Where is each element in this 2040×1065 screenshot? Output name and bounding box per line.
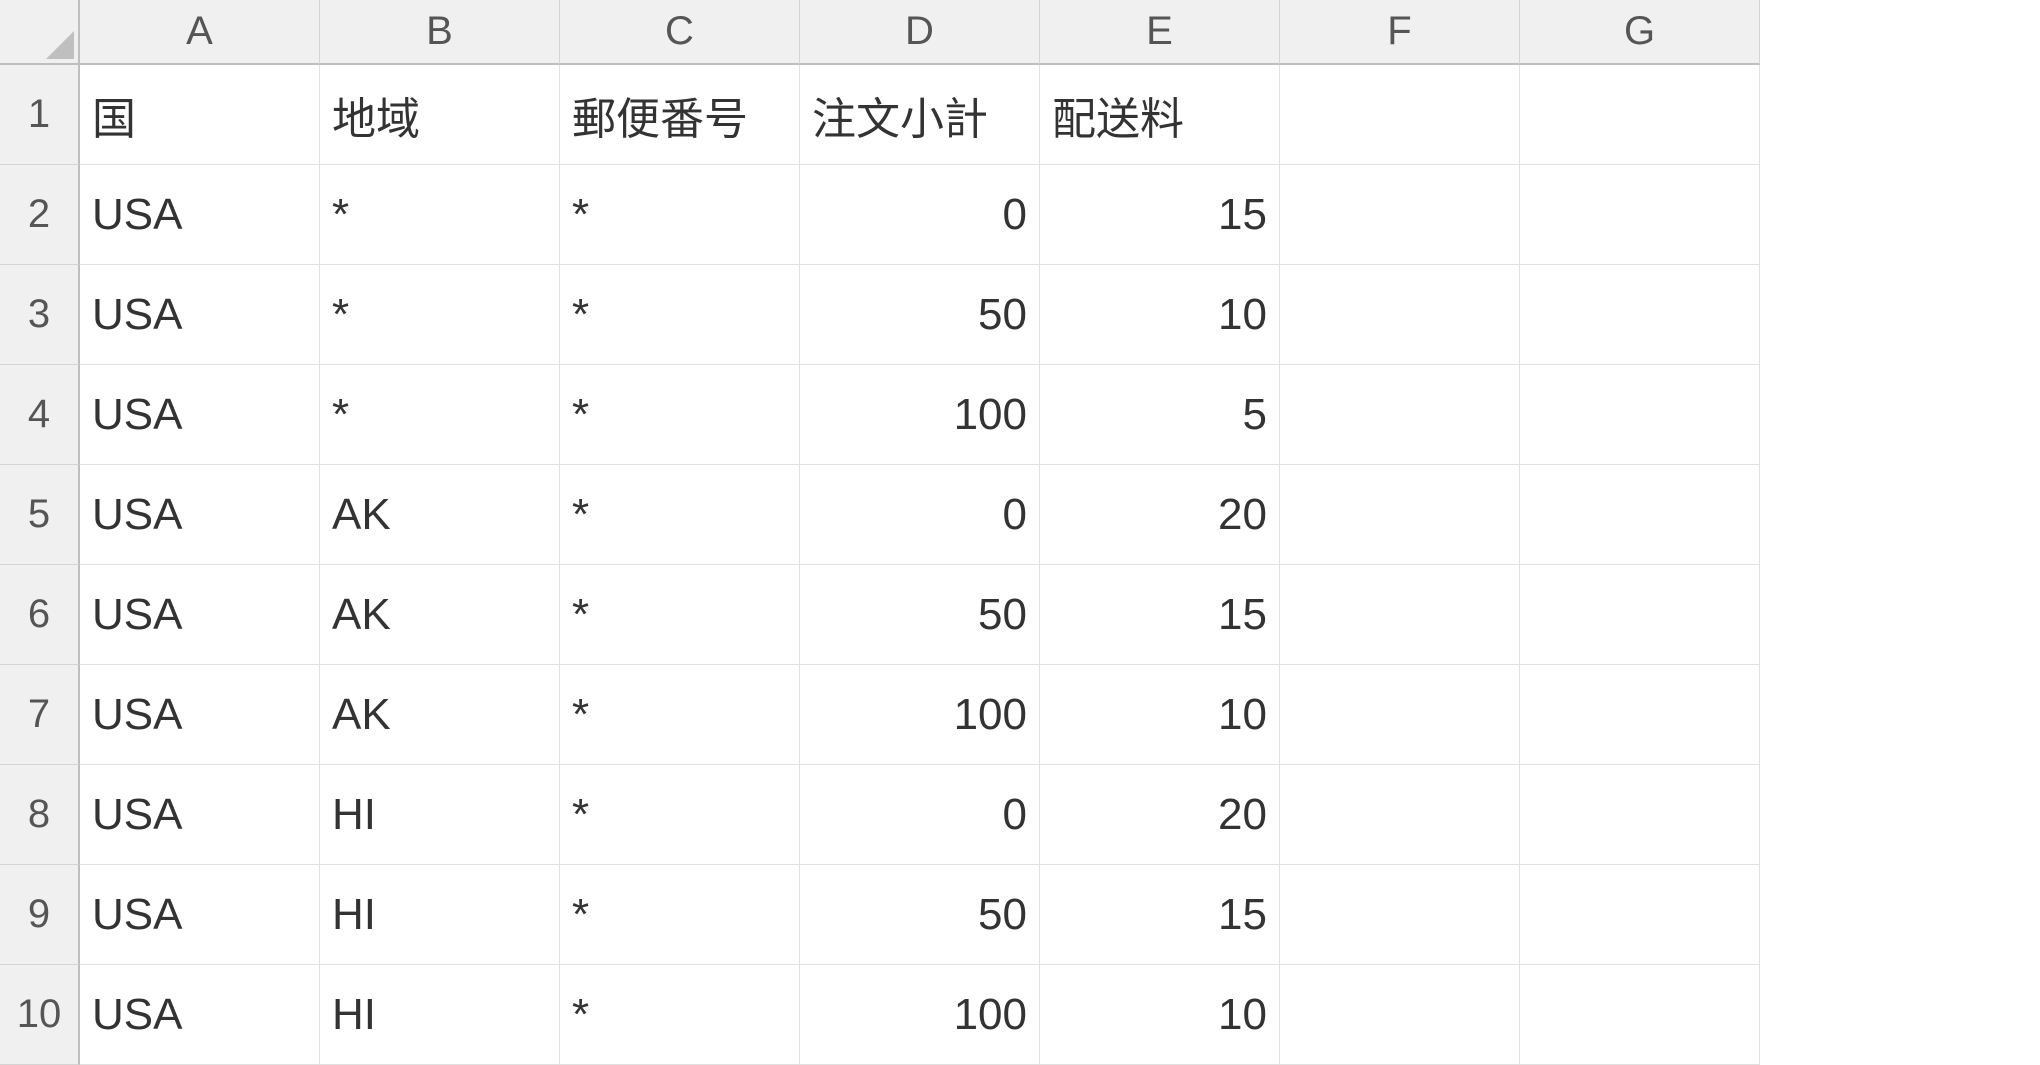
- cell-E9[interactable]: 15: [1040, 865, 1280, 965]
- cell-G8[interactable]: [1520, 765, 1760, 865]
- cell-F8[interactable]: [1280, 765, 1520, 865]
- cell-D10[interactable]: 100: [800, 965, 1040, 1065]
- cell-F5[interactable]: [1280, 465, 1520, 565]
- cell-C6[interactable]: *: [560, 565, 800, 665]
- cell-A6[interactable]: USA: [80, 565, 320, 665]
- cell-G5[interactable]: [1520, 465, 1760, 565]
- cell-G4[interactable]: [1520, 365, 1760, 465]
- cell-D1[interactable]: 注文小計: [800, 65, 1040, 165]
- cell-A10[interactable]: USA: [80, 965, 320, 1065]
- cell-G2[interactable]: [1520, 165, 1760, 265]
- column-header-E[interactable]: E: [1040, 0, 1280, 65]
- cell-A9[interactable]: USA: [80, 865, 320, 965]
- cell-A1[interactable]: 国: [80, 65, 320, 165]
- cell-B6[interactable]: AK: [320, 565, 560, 665]
- cell-B3[interactable]: *: [320, 265, 560, 365]
- cell-C1[interactable]: 郵便番号: [560, 65, 800, 165]
- cell-B8[interactable]: HI: [320, 765, 560, 865]
- cell-E7[interactable]: 10: [1040, 665, 1280, 765]
- row-header-3[interactable]: 3: [0, 265, 80, 365]
- cell-C2[interactable]: *: [560, 165, 800, 265]
- cell-G9[interactable]: [1520, 865, 1760, 965]
- cell-F7[interactable]: [1280, 665, 1520, 765]
- cell-F1[interactable]: [1280, 65, 1520, 165]
- cell-D3[interactable]: 50: [800, 265, 1040, 365]
- cell-B4[interactable]: *: [320, 365, 560, 465]
- cell-D7[interactable]: 100: [800, 665, 1040, 765]
- row-header-2[interactable]: 2: [0, 165, 80, 265]
- cell-F2[interactable]: [1280, 165, 1520, 265]
- cell-E2[interactable]: 15: [1040, 165, 1280, 265]
- column-header-C[interactable]: C: [560, 0, 800, 65]
- row-header-9[interactable]: 9: [0, 865, 80, 965]
- column-header-F[interactable]: F: [1280, 0, 1520, 65]
- cell-A7[interactable]: USA: [80, 665, 320, 765]
- cell-E1[interactable]: 配送料: [1040, 65, 1280, 165]
- row-header-10[interactable]: 10: [0, 965, 80, 1065]
- cell-D8[interactable]: 0: [800, 765, 1040, 865]
- cell-D2[interactable]: 0: [800, 165, 1040, 265]
- row-header-6[interactable]: 6: [0, 565, 80, 665]
- cell-A2[interactable]: USA: [80, 165, 320, 265]
- row-header-4[interactable]: 4: [0, 365, 80, 465]
- cell-F6[interactable]: [1280, 565, 1520, 665]
- cell-C10[interactable]: *: [560, 965, 800, 1065]
- column-header-G[interactable]: G: [1520, 0, 1760, 65]
- select-all-triangle-icon: [46, 31, 74, 59]
- cell-A4[interactable]: USA: [80, 365, 320, 465]
- cell-E6[interactable]: 15: [1040, 565, 1280, 665]
- cell-D5[interactable]: 0: [800, 465, 1040, 565]
- cell-E10[interactable]: 10: [1040, 965, 1280, 1065]
- cell-B9[interactable]: HI: [320, 865, 560, 965]
- select-all-corner[interactable]: [0, 0, 80, 65]
- column-header-D[interactable]: D: [800, 0, 1040, 65]
- cell-F10[interactable]: [1280, 965, 1520, 1065]
- row-header-7[interactable]: 7: [0, 665, 80, 765]
- cell-E8[interactable]: 20: [1040, 765, 1280, 865]
- cell-E5[interactable]: 20: [1040, 465, 1280, 565]
- cell-A3[interactable]: USA: [80, 265, 320, 365]
- cell-F9[interactable]: [1280, 865, 1520, 965]
- column-header-A[interactable]: A: [80, 0, 320, 65]
- cell-F3[interactable]: [1280, 265, 1520, 365]
- cell-D4[interactable]: 100: [800, 365, 1040, 465]
- cell-A5[interactable]: USA: [80, 465, 320, 565]
- cell-E3[interactable]: 10: [1040, 265, 1280, 365]
- cell-G1[interactable]: [1520, 65, 1760, 165]
- cell-B10[interactable]: HI: [320, 965, 560, 1065]
- cell-B1[interactable]: 地域: [320, 65, 560, 165]
- cell-E4[interactable]: 5: [1040, 365, 1280, 465]
- row-header-5[interactable]: 5: [0, 465, 80, 565]
- cell-C3[interactable]: *: [560, 265, 800, 365]
- cell-A8[interactable]: USA: [80, 765, 320, 865]
- cell-C5[interactable]: *: [560, 465, 800, 565]
- cell-C9[interactable]: *: [560, 865, 800, 965]
- cell-C4[interactable]: *: [560, 365, 800, 465]
- cell-G3[interactable]: [1520, 265, 1760, 365]
- cell-F4[interactable]: [1280, 365, 1520, 465]
- cell-G10[interactable]: [1520, 965, 1760, 1065]
- row-header-8[interactable]: 8: [0, 765, 80, 865]
- cell-G6[interactable]: [1520, 565, 1760, 665]
- cell-G7[interactable]: [1520, 665, 1760, 765]
- cell-C8[interactable]: *: [560, 765, 800, 865]
- cell-B7[interactable]: AK: [320, 665, 560, 765]
- column-header-B[interactable]: B: [320, 0, 560, 65]
- cell-D6[interactable]: 50: [800, 565, 1040, 665]
- cell-C7[interactable]: *: [560, 665, 800, 765]
- spreadsheet-grid[interactable]: ABCDEFG1国地域郵便番号注文小計配送料2USA**0153USA**501…: [0, 0, 2040, 1065]
- row-header-1[interactable]: 1: [0, 65, 80, 165]
- cell-D9[interactable]: 50: [800, 865, 1040, 965]
- cell-B5[interactable]: AK: [320, 465, 560, 565]
- cell-B2[interactable]: *: [320, 165, 560, 265]
